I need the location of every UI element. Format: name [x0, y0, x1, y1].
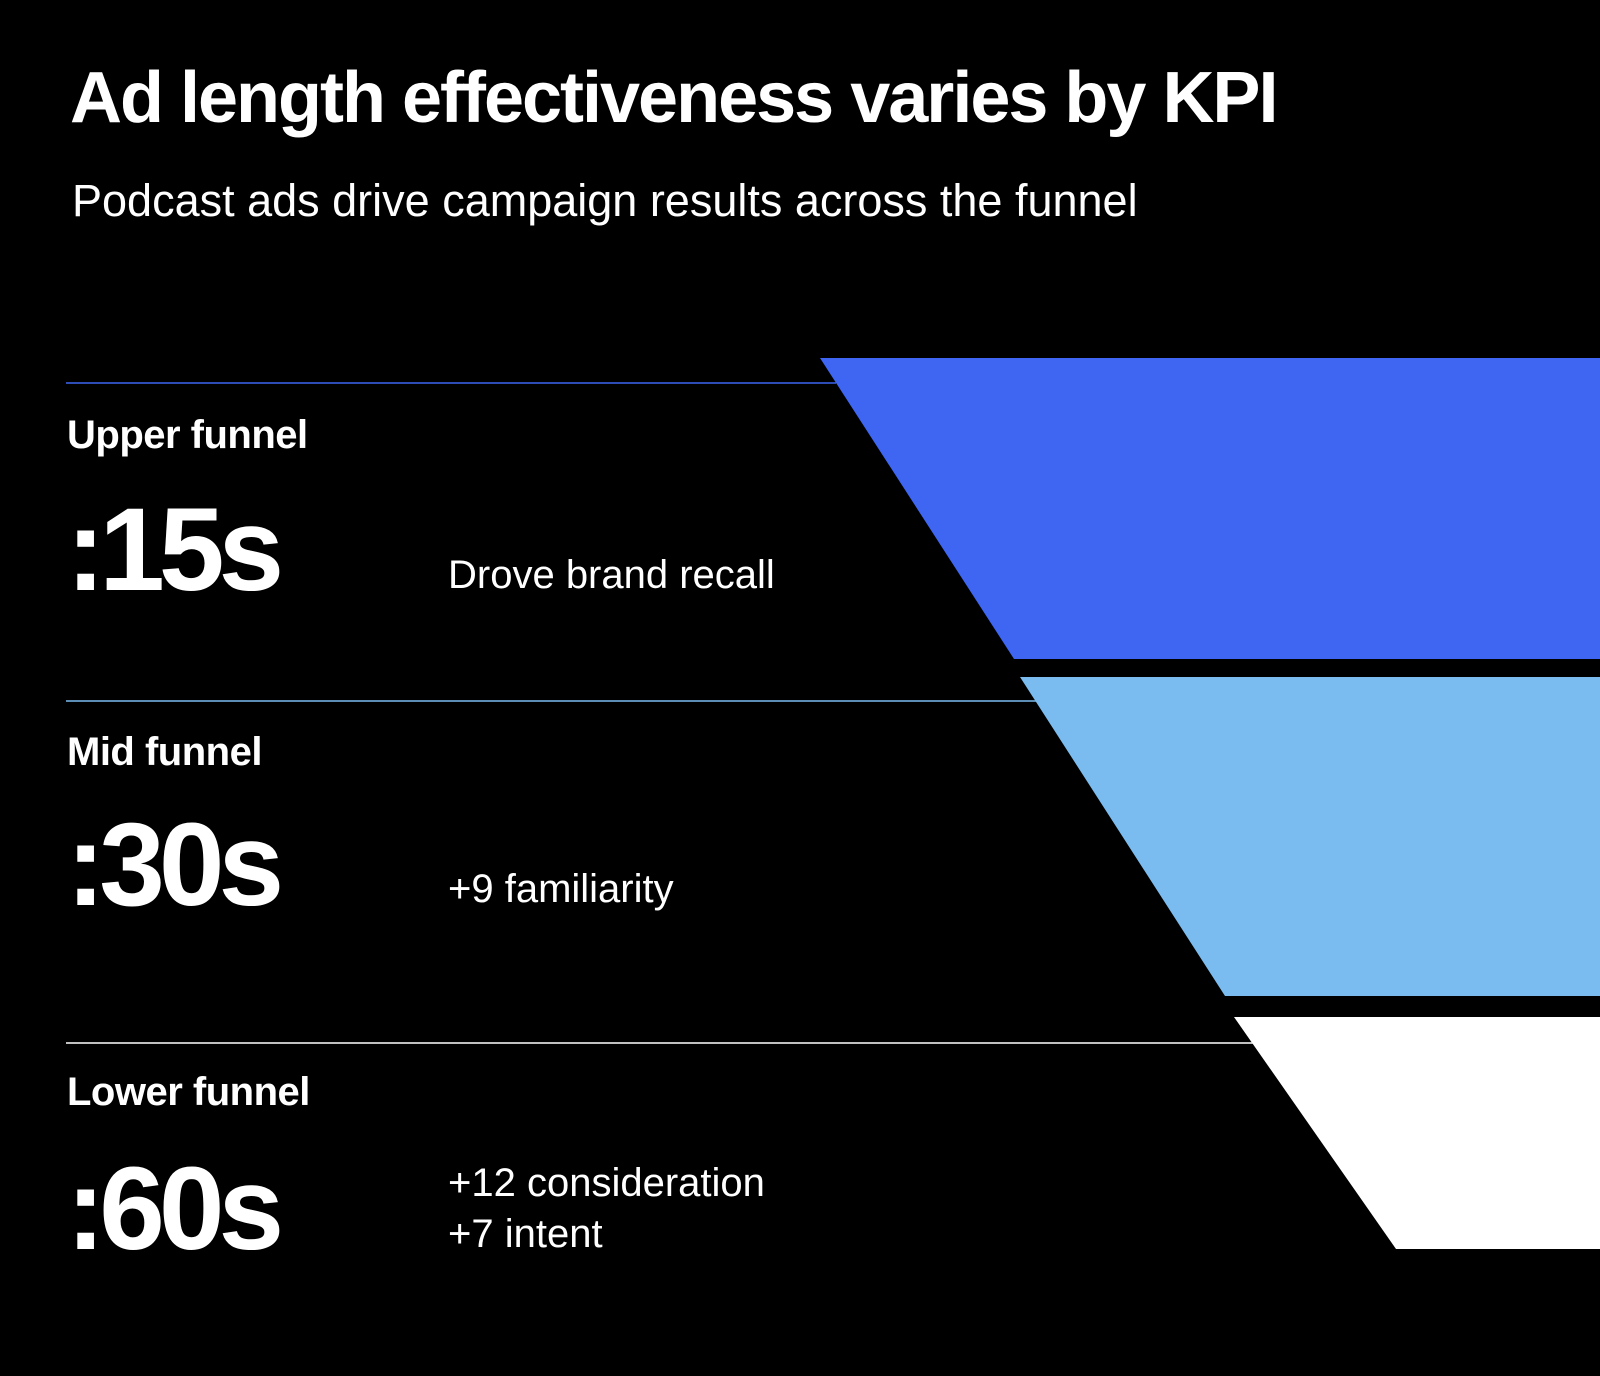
chart-subtitle: Podcast ads drive campaign results acros…	[72, 175, 1138, 226]
stage-metrics: +12 consideration +7 intent	[448, 1158, 765, 1260]
metric-text: Drove brand recall	[448, 553, 775, 597]
stage-length: :15s	[66, 484, 284, 616]
funnel-segment-lower	[1234, 1017, 1600, 1249]
metric-text: +7 intent	[448, 1212, 603, 1256]
stage-label: Lower funnel	[67, 1070, 310, 1114]
stage-length: :30s	[66, 799, 284, 931]
stage-label: Upper funnel	[67, 413, 308, 457]
stage-metrics: +9 familiarity	[448, 864, 674, 915]
stage-metrics: Drove brand recall	[448, 550, 775, 601]
funnel-segment-mid	[1020, 677, 1600, 996]
stage-length: :60s	[66, 1143, 284, 1275]
chart-title: Ad length effectiveness varies by KPI	[70, 58, 1278, 138]
stage-label: Mid funnel	[67, 730, 262, 774]
metric-text: +12 consideration	[448, 1161, 765, 1205]
metric-text: +9 familiarity	[448, 867, 674, 911]
funnel-segment-upper	[820, 358, 1600, 659]
